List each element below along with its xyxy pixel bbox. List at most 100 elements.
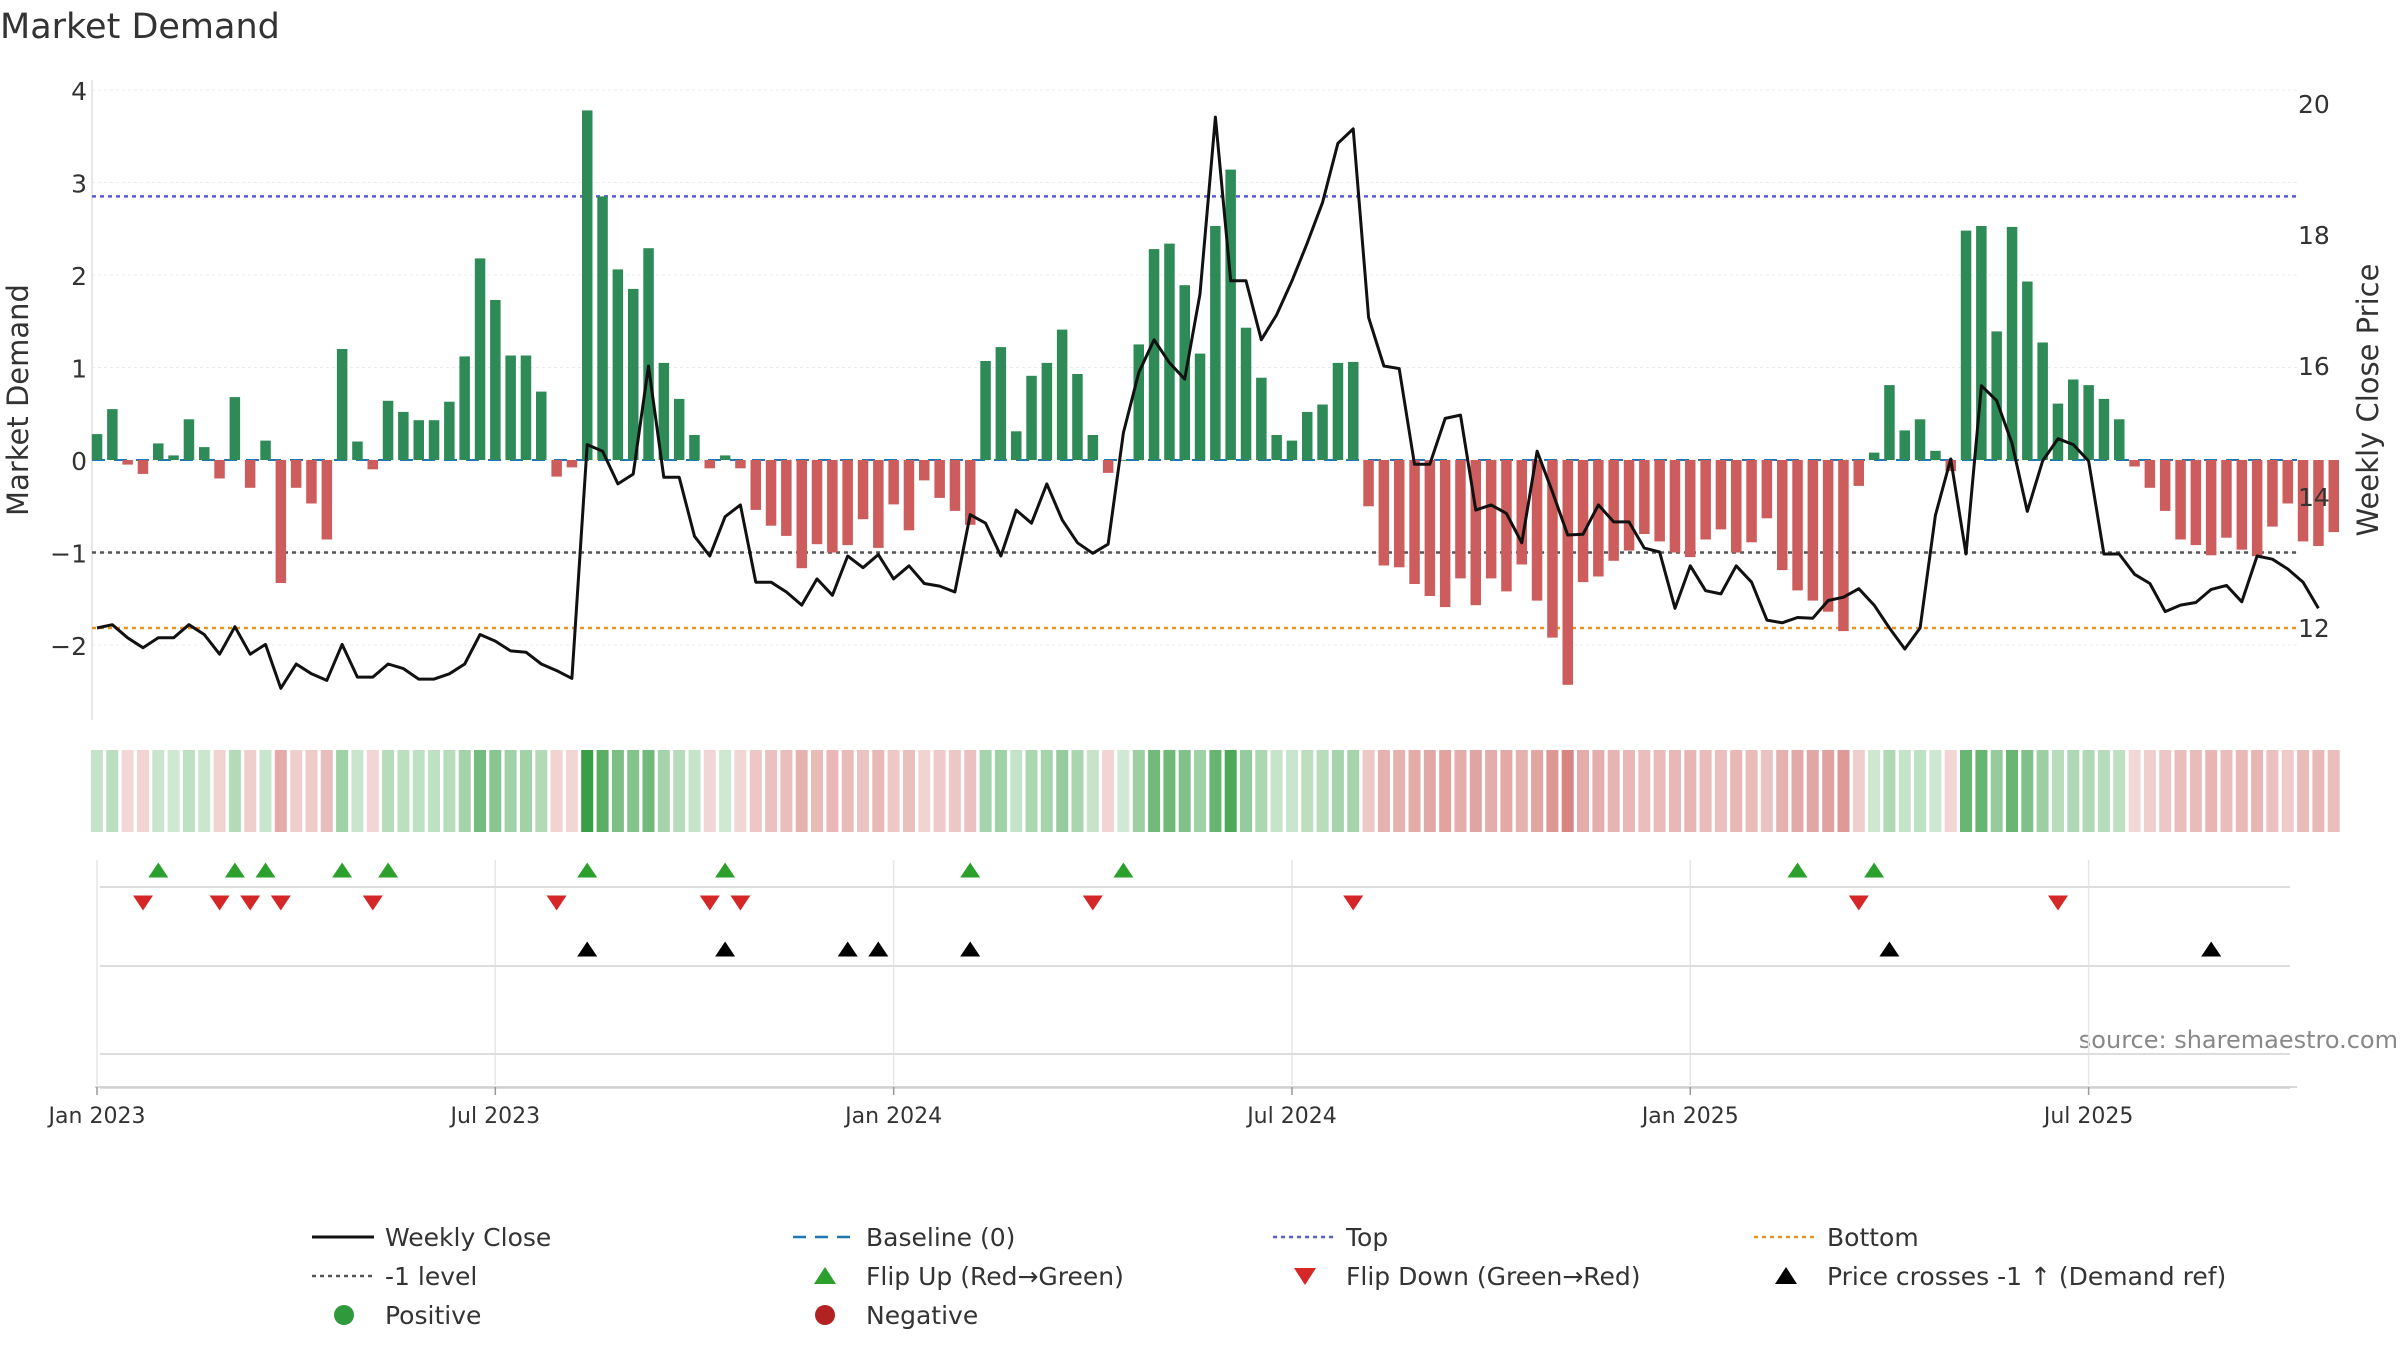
heat-cell: [1960, 750, 1972, 832]
heat-cell: [458, 750, 471, 832]
heat-cell: [627, 750, 640, 832]
heat-cell: [1623, 750, 1635, 832]
heat-cell: [1255, 750, 1268, 832]
heat-cell: [826, 750, 839, 832]
heat-cell: [198, 750, 211, 832]
legend-label: Baseline (0): [866, 1223, 1015, 1252]
demand-bar: [275, 460, 287, 583]
demand-bar: [781, 460, 792, 536]
heat-cell: [1194, 750, 1206, 832]
demand-bar: [1485, 460, 1497, 579]
flip-down-marker: [1848, 895, 1869, 911]
price-cross-marker: [960, 941, 981, 957]
heat-cell: [596, 750, 609, 832]
demand-bar: [689, 435, 700, 460]
flip-down-marker: [209, 895, 230, 911]
demand-bar: [765, 460, 777, 526]
x-tick-label-0: Jan 2023: [47, 1104, 146, 1129]
heat-cell: [1500, 750, 1513, 832]
demand-bar: [107, 409, 118, 460]
heat-cell: [1561, 750, 1574, 832]
demand-bar: [2159, 460, 2171, 511]
demand-bar: [1148, 249, 1160, 460]
heat-cell: [857, 750, 869, 832]
demand-bar: [980, 361, 991, 460]
demand-bar: [1348, 361, 1359, 460]
demand-bar: [1700, 460, 1711, 540]
heat-cell: [2297, 750, 2310, 832]
heat-cell: [1837, 750, 1850, 832]
heat-cell: [305, 750, 318, 832]
demand-bar: [1470, 460, 1481, 606]
demand-bar: [474, 258, 486, 460]
demand-bar: [612, 269, 624, 460]
heat-cell: [673, 750, 686, 832]
heat-cell: [550, 750, 563, 832]
demand-bar: [229, 397, 241, 460]
heat-cell: [734, 750, 747, 832]
heat-cell: [1638, 750, 1651, 832]
heat-cell: [366, 750, 379, 832]
heat-cell: [1377, 750, 1390, 832]
heat-cell: [1975, 750, 1988, 832]
y-tick-left-4: 2: [71, 262, 87, 291]
heat-cell: [1760, 750, 1773, 832]
legend-item-minus-one: -1 level: [312, 1262, 477, 1291]
heat-cell: [259, 750, 272, 832]
heat-cell: [2266, 750, 2279, 832]
legend-swatch: [814, 1267, 836, 1284]
demand-bar: [1807, 460, 1819, 601]
heat-cell: [106, 750, 119, 832]
reference-lines: [92, 195, 2297, 630]
x-tick-label-1: Jul 2023: [449, 1104, 541, 1129]
heat-cell: [1515, 750, 1528, 832]
demand-bar: [1194, 353, 1206, 460]
heat-cell: [1301, 750, 1314, 832]
legend-swatch: [815, 1305, 835, 1325]
demand-bar: [1056, 329, 1068, 460]
heat-cell: [1331, 750, 1344, 832]
demand-bar: [1501, 460, 1512, 592]
heat-cell: [336, 750, 349, 832]
heat-cell: [2097, 750, 2110, 832]
heat-cell: [535, 750, 548, 832]
demand-bar: [582, 110, 593, 461]
demand-bar: [1455, 460, 1466, 579]
x-axis: Jan 2023 Jul 2023 Jan 2024 Jul 2024 Jan 2025…: [47, 1086, 2297, 1129]
demand-bar: [459, 356, 470, 460]
heat-cell: [611, 750, 624, 832]
flip-up-marker: [960, 862, 981, 878]
demand-bar: [260, 440, 271, 460]
legend: Weekly Close Baseline (0) Top Bottom -1 leve…: [312, 1223, 2226, 1330]
demand-bar: [1286, 440, 1298, 460]
heat-cell: [1163, 750, 1176, 832]
weekly-close-line: [96, 115, 2320, 690]
heat-cell: [397, 750, 410, 832]
legend-item-negative: Negative: [815, 1301, 978, 1330]
flip-up-marker: [715, 862, 736, 878]
demand-bar: [1087, 435, 1099, 460]
flip-up-marker: [148, 862, 169, 878]
flip-up-marker: [378, 862, 399, 878]
demand-bar: [1394, 460, 1405, 568]
demand-bar: [1976, 226, 1987, 460]
heat-cell: [1148, 750, 1161, 832]
heat-cell: [1286, 750, 1298, 832]
legend-item-price-cross: Price crosses -1 ↑ (Demand ref): [1775, 1262, 2226, 1291]
demand-bar: [1302, 411, 1313, 460]
heat-cell: [933, 750, 946, 832]
heat-cell: [2036, 750, 2049, 832]
demand-bar: [796, 460, 807, 569]
demand-bar: [919, 460, 930, 481]
demand-bar: [1853, 460, 1864, 486]
heat-cell: [2327, 750, 2340, 832]
demand-bar: [1363, 460, 1374, 507]
heat-cell: [121, 750, 134, 832]
heat-cell: [1209, 750, 1222, 832]
demand-bar: [2006, 226, 2018, 460]
demand-bar: [643, 248, 654, 460]
y-axis-left-label: Market Demand: [1, 284, 35, 516]
legend-label: Weekly Close: [385, 1223, 551, 1252]
price-cross-marker: [577, 941, 598, 957]
demand-bar: [704, 460, 715, 469]
